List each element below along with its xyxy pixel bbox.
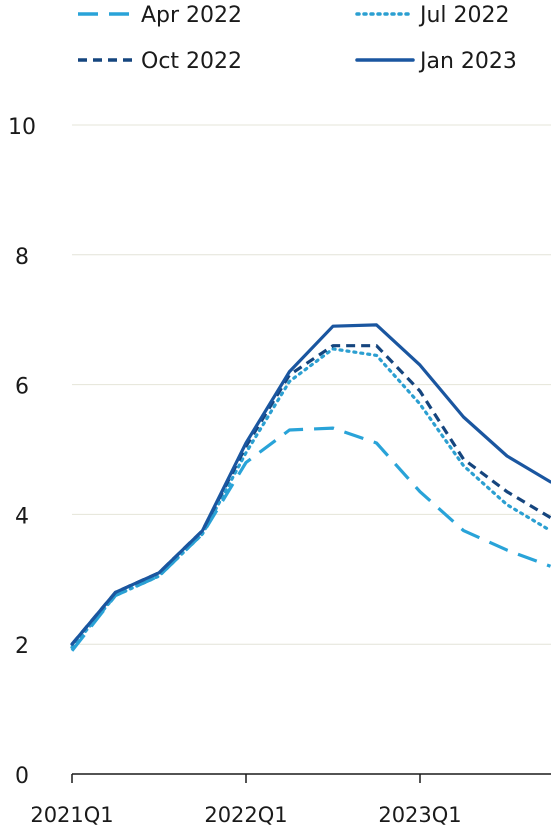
series-line-jul-2022 [70, 347, 551, 650]
gridlines [72, 124, 551, 645]
y-tick-label: 4 [15, 504, 29, 529]
y-tick-label: 2 [15, 634, 29, 659]
y-tick-labels: 0 2 4 6 8 10 [8, 115, 36, 789]
y-tick-label: 8 [15, 245, 29, 270]
series-line-apr-2022 [70, 426, 551, 652]
y-tick-label: 6 [15, 375, 29, 400]
legend-label-oct-2022: Oct 2022 [141, 49, 242, 74]
y-tick-label: 0 [15, 764, 29, 789]
legend-label-apr-2022: Apr 2022 [141, 3, 242, 28]
x-tick-label: 2021Q1 [30, 803, 113, 827]
x-tick-label: 2023Q1 [378, 803, 461, 827]
x-tick-label: 2022Q1 [204, 803, 287, 827]
series-line-jan-2023 [70, 323, 551, 646]
y-tick-label: 10 [8, 115, 36, 140]
series-lines [70, 323, 551, 652]
x-axis [71, 773, 551, 783]
legend-label-jul-2022: Jul 2022 [418, 3, 510, 28]
series-line-oct-2022 [70, 344, 551, 646]
legend-label-jan-2023: Jan 2023 [418, 49, 517, 74]
legend: Apr 2022 Jul 2022 Oct 2022 Jan 2023 [78, 3, 517, 74]
x-tick-labels: 2021Q1 2022Q1 2023Q1 [30, 803, 461, 827]
